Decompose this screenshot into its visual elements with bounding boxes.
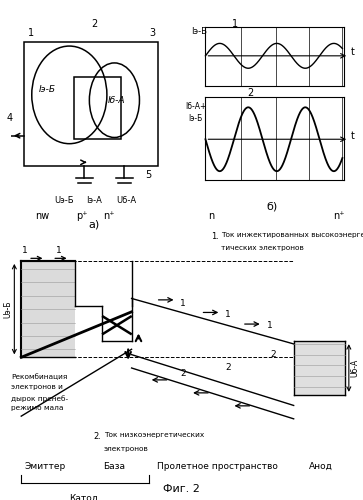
Text: n⁺: n⁺ (103, 210, 115, 220)
Text: 1: 1 (225, 310, 231, 319)
Text: Iб-А+: Iб-А+ (185, 102, 206, 111)
Text: 1: 1 (22, 246, 28, 255)
Text: а): а) (89, 219, 100, 229)
Text: 2: 2 (225, 364, 231, 372)
Text: 2: 2 (248, 88, 254, 99)
Text: Анод: Анод (309, 462, 333, 470)
Text: Uэ-Б: Uэ-Б (54, 196, 74, 205)
Text: тических электронов: тических электронов (221, 245, 304, 251)
Text: Iэ-Б: Iэ-Б (188, 114, 203, 124)
Text: nw: nw (35, 210, 49, 220)
Text: 3: 3 (150, 28, 156, 38)
Text: б): б) (267, 202, 278, 211)
Text: Iб-А: Iб-А (107, 96, 125, 104)
Text: Фиг. 2: Фиг. 2 (163, 484, 200, 494)
Text: 1.: 1. (211, 232, 219, 240)
Text: 4: 4 (6, 113, 12, 123)
Text: 2.: 2. (94, 432, 102, 441)
Text: База: База (103, 462, 125, 470)
Bar (24, 42, 158, 166)
Text: Рекомбинация: Рекомбинация (11, 374, 67, 380)
Text: Uэ-Б: Uэ-Б (4, 300, 13, 318)
Text: n⁺: n⁺ (333, 210, 344, 220)
Text: Uб-А: Uб-А (116, 196, 136, 205)
Text: p⁺: p⁺ (76, 210, 87, 220)
Text: Катод: Катод (69, 494, 98, 500)
Polygon shape (21, 261, 75, 358)
Text: Пролетное пространство: Пролетное пространство (158, 462, 278, 470)
Text: 1: 1 (56, 246, 62, 255)
Text: Iэ-Б: Iэ-Б (191, 28, 207, 36)
Text: дырок пренеб-: дырок пренеб- (11, 395, 68, 402)
Text: 2: 2 (91, 19, 98, 29)
Text: t: t (351, 48, 355, 58)
Text: Uб-А: Uб-А (351, 359, 360, 377)
Text: Iэ-Б: Iэ-Б (39, 85, 56, 94)
Bar (74, 77, 121, 139)
Text: 5: 5 (145, 170, 151, 180)
Text: 1: 1 (28, 28, 34, 38)
Text: 1: 1 (267, 320, 272, 330)
Text: 2: 2 (180, 369, 186, 378)
Text: Эмиттер: Эмиттер (25, 462, 66, 470)
Text: 1: 1 (232, 19, 238, 29)
Text: 2: 2 (270, 350, 276, 359)
Text: Ток низкоэнергетических: Ток низкоэнергетических (104, 432, 204, 438)
Text: режимо мала: режимо мала (11, 406, 64, 411)
Text: n: n (208, 210, 214, 220)
Text: электронов: электронов (104, 446, 149, 452)
Text: 1: 1 (180, 300, 186, 308)
Text: Iэ-А: Iэ-А (86, 196, 102, 205)
Text: t: t (351, 130, 355, 140)
Polygon shape (294, 341, 346, 395)
Text: электронов и: электронов и (11, 384, 63, 390)
Text: Ток инжектированных высокоэнерге-: Ток инжектированных высокоэнерге- (221, 232, 363, 237)
